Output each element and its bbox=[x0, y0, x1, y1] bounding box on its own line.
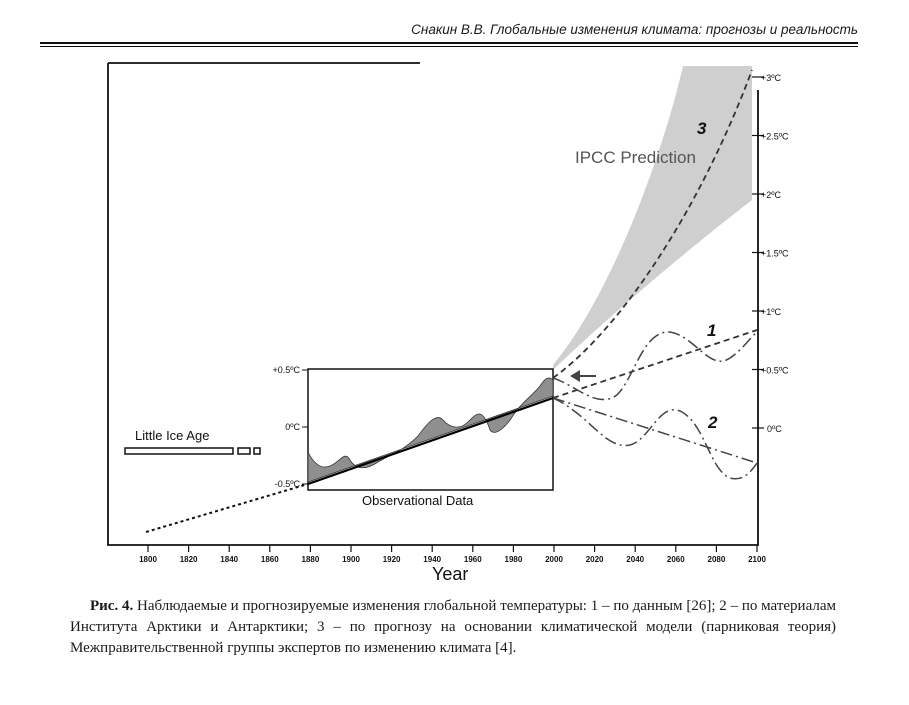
x-tick-label: 1840 bbox=[220, 555, 238, 564]
running-title: Снакин В.В. Глобальные изменения климата… bbox=[411, 22, 858, 37]
arrow-icon bbox=[570, 370, 580, 382]
x-tick-label: 2020 bbox=[586, 555, 604, 564]
little-ice-age-bar-tiny bbox=[253, 447, 261, 455]
header-rule-thick bbox=[40, 42, 858, 44]
right-tick-label: 0ºC bbox=[767, 424, 782, 434]
historical-trend-dotted bbox=[145, 483, 309, 533]
temperature-figure: 1800 1820 1840 1860 1880 1900 1920 1940 1960 1980… bbox=[107, 62, 789, 584]
x-tick-label: 2080 bbox=[708, 555, 726, 564]
x-tick-label: 1800 bbox=[139, 555, 157, 564]
x-tick-label: 2060 bbox=[667, 555, 685, 564]
little-ice-age-bar bbox=[124, 447, 234, 455]
right-tick-label: +2ºC bbox=[761, 190, 782, 200]
x-tick-label: 1940 bbox=[423, 555, 441, 564]
x-tick-label: 1980 bbox=[505, 555, 523, 564]
curve-1-wave bbox=[552, 331, 758, 401]
curve-3-ipcc bbox=[552, 69, 753, 379]
tick-layer: 1800 1820 1840 1860 1880 1900 1920 1940 1960 1980… bbox=[139, 73, 789, 564]
curve-label-1: 1 bbox=[707, 321, 716, 340]
curve-label-3: 3 bbox=[697, 119, 707, 138]
right-tick-label: +1ºC bbox=[761, 307, 782, 317]
x-tick-label: 2040 bbox=[626, 555, 644, 564]
x-tick-label: 2100 bbox=[748, 555, 766, 564]
little-ice-age-label: Little Ice Age bbox=[135, 428, 209, 443]
right-tick-label: +1.5ºC bbox=[761, 249, 789, 259]
right-tick-label: +3ºC bbox=[761, 73, 782, 83]
ipcc-prediction-label: IPCC Prediction bbox=[575, 148, 696, 167]
figure-caption: Рис. 4. Наблюдаемые и прогнозируемые изм… bbox=[70, 596, 836, 659]
curve-2-wave bbox=[552, 397, 758, 480]
ipcc-range-band bbox=[553, 66, 752, 370]
caption-label: Рис. 4. bbox=[90, 598, 134, 614]
x-tick-label: 1820 bbox=[180, 555, 198, 564]
curve-1-trend bbox=[552, 329, 758, 399]
curve-2-trend bbox=[552, 397, 758, 464]
observational-data-label: Observational Data bbox=[362, 493, 474, 508]
plot-frame bbox=[107, 63, 759, 546]
x-tick-label: 1860 bbox=[261, 555, 279, 564]
inset-tick-label: -0.5ºC bbox=[275, 479, 301, 489]
x-tick-label: 1960 bbox=[464, 555, 482, 564]
header-rule-thin bbox=[40, 46, 858, 47]
x-tick-label: 2000 bbox=[545, 555, 563, 564]
inset-tick-label: 0ºC bbox=[285, 422, 300, 432]
caption-text: Наблюдаемые и прогнозируемые изменения г… bbox=[70, 598, 836, 656]
curve-label-2: 2 bbox=[707, 413, 718, 432]
x-axis-title: Year bbox=[432, 564, 468, 584]
x-tick-label: 1920 bbox=[383, 555, 401, 564]
observed-temperature-area bbox=[307, 377, 554, 483]
x-tick-label: 1880 bbox=[302, 555, 320, 564]
inset-tick-label: +0.5ºC bbox=[272, 365, 300, 375]
right-tick-label: +2.5ºC bbox=[761, 132, 789, 142]
right-tick-label: +0.5ºC bbox=[761, 366, 789, 376]
observed-trend-line bbox=[307, 396, 554, 486]
little-ice-age-bar-small bbox=[237, 447, 251, 455]
x-tick-label: 1900 bbox=[342, 555, 360, 564]
